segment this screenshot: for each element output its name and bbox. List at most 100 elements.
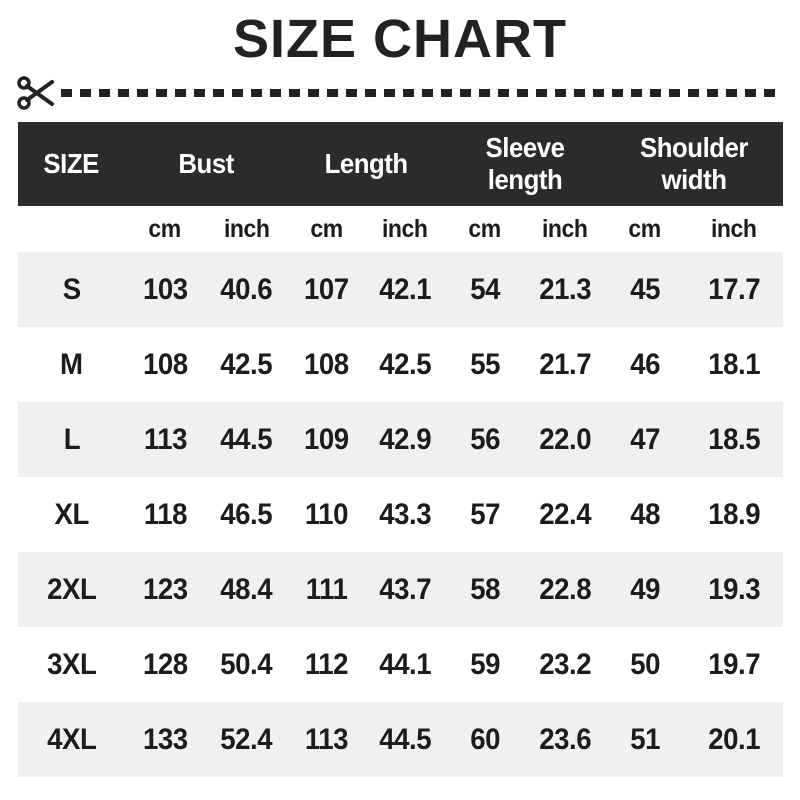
measurement-cell: 109 (288, 402, 365, 477)
measurement-cell: 45 (605, 252, 685, 327)
unit-label: cm (148, 214, 182, 243)
measurement-value: 113 (143, 422, 187, 456)
measurement-cell: 57 (445, 477, 525, 552)
cut-line (16, 72, 783, 114)
unit-header-length-cm: cm (288, 206, 365, 252)
measurement-value: 18.1 (708, 347, 760, 381)
measurement-cell: 21.3 (525, 252, 605, 327)
measurement-cell: 44.1 (365, 627, 445, 702)
unit-header-bust-inch: inch (205, 206, 288, 252)
measurement-cell: 52.4 (205, 702, 288, 777)
measurement-cell: 42.5 (365, 327, 445, 402)
measurement-value: 123 (142, 572, 188, 606)
col-header-length-label: Length (324, 147, 409, 179)
measurement-cell: 21.7 (525, 327, 605, 402)
table-header-row: SIZE Bust Length Sleeve length Shoulder … (18, 122, 784, 206)
measurement-cell: 54 (445, 252, 525, 327)
col-header-bust: Bust (125, 122, 288, 206)
measurement-cell: 108 (288, 327, 365, 402)
size-label: XL (54, 497, 89, 531)
measurement-value: 112 (304, 647, 349, 681)
measurement-cell: 23.6 (525, 702, 605, 777)
measurement-value: 111 (305, 572, 348, 606)
measurement-value: 42.5 (220, 347, 273, 381)
measurement-value: 50 (630, 647, 660, 681)
measurement-value: 110 (304, 497, 349, 531)
measurement-cell: 19.3 (685, 552, 783, 627)
measurement-value: 22.0 (539, 422, 591, 456)
unit-label: cm (310, 214, 343, 243)
measurement-cell: 60 (445, 702, 525, 777)
size-row-m: M 108 42.5 108 42.5 55 21.7 46 18.1 (18, 327, 784, 402)
measurement-cell: 123 (125, 552, 205, 627)
col-header-sleeve-length-label: Sleeve length (485, 131, 565, 195)
measurement-cell: 49 (605, 552, 685, 627)
unit-label: inch (223, 214, 270, 243)
unit-label: inch (711, 214, 757, 243)
measurement-cell: 48.4 (205, 552, 288, 627)
measurement-value: 113 (304, 722, 349, 756)
size-row-s: S 103 40.6 107 42.1 54 21.3 45 17.7 (18, 252, 784, 327)
units-spacer-cell (18, 206, 125, 252)
unit-header-sleeve-cm: cm (445, 206, 525, 252)
measurement-value: 21.3 (539, 272, 591, 306)
measurement-cell: 22.8 (525, 552, 605, 627)
size-row-xl: XL 118 46.5 110 43.3 57 22.4 48 18.9 (18, 477, 784, 552)
size-label-cell: 2XL (18, 552, 125, 627)
measurement-cell: 22.0 (525, 402, 605, 477)
measurement-value: 57 (470, 497, 500, 531)
measurement-value: 43.7 (379, 572, 431, 606)
measurement-cell: 43.3 (365, 477, 445, 552)
measurement-value: 43.3 (379, 497, 431, 531)
col-header-size: SIZE (18, 122, 125, 206)
measurement-cell: 43.7 (365, 552, 445, 627)
measurement-value: 42.5 (379, 347, 431, 381)
measurement-cell: 55 (445, 327, 525, 402)
measurement-value: 23.6 (539, 722, 591, 756)
measurement-value: 46 (630, 347, 660, 381)
size-label: M (60, 347, 83, 381)
measurement-cell: 56 (445, 402, 525, 477)
measurement-cell: 19.7 (685, 627, 783, 702)
measurement-value: 133 (142, 722, 188, 756)
measurement-cell: 18.5 (685, 402, 783, 477)
measurement-value: 23.2 (539, 647, 591, 681)
measurement-value: 50.4 (220, 647, 273, 681)
unit-label: cm (628, 214, 662, 243)
measurement-value: 48.4 (220, 572, 273, 606)
measurement-value: 55 (470, 347, 500, 381)
measurement-cell: 40.6 (205, 252, 288, 327)
col-header-shoulder-width-label: Shoulder width (640, 131, 749, 195)
measurement-value: 59 (470, 647, 500, 681)
measurement-value: 19.7 (708, 647, 760, 681)
size-row-4xl: 4XL 133 52.4 113 44.5 60 23.6 51 20.1 (18, 702, 784, 777)
col-header-length: Length (288, 122, 445, 206)
measurement-cell: 47 (605, 402, 685, 477)
measurement-cell: 44.5 (365, 702, 445, 777)
measurement-value: 51 (630, 722, 660, 756)
size-label-cell: XL (18, 477, 125, 552)
measurement-value: 49 (630, 572, 660, 606)
measurement-value: 108 (304, 347, 349, 381)
measurement-cell: 18.9 (685, 477, 783, 552)
measurement-cell: 111 (288, 552, 365, 627)
size-label: 4XL (46, 722, 97, 756)
measurement-cell: 22.4 (525, 477, 605, 552)
measurement-cell: 50.4 (205, 627, 288, 702)
unit-label: inch (542, 214, 588, 243)
size-row-l: L 113 44.5 109 42.9 56 22.0 47 18.5 (18, 402, 784, 477)
dashed-cut-line (61, 89, 783, 97)
measurement-cell: 112 (288, 627, 365, 702)
col-header-sleeve-length: Sleeve length (445, 122, 605, 206)
measurement-value: 44.5 (220, 422, 273, 456)
measurement-cell: 42.1 (365, 252, 445, 327)
measurement-value: 56 (470, 422, 500, 456)
size-table: SIZE Bust Length Sleeve length Shoulder … (18, 122, 784, 777)
measurement-cell: 46.5 (205, 477, 288, 552)
unit-header-bust-cm: cm (125, 206, 205, 252)
measurement-cell: 59 (445, 627, 525, 702)
measurement-value: 42.9 (379, 422, 431, 456)
measurement-value: 20.1 (708, 722, 760, 756)
measurement-cell: 50 (605, 627, 685, 702)
